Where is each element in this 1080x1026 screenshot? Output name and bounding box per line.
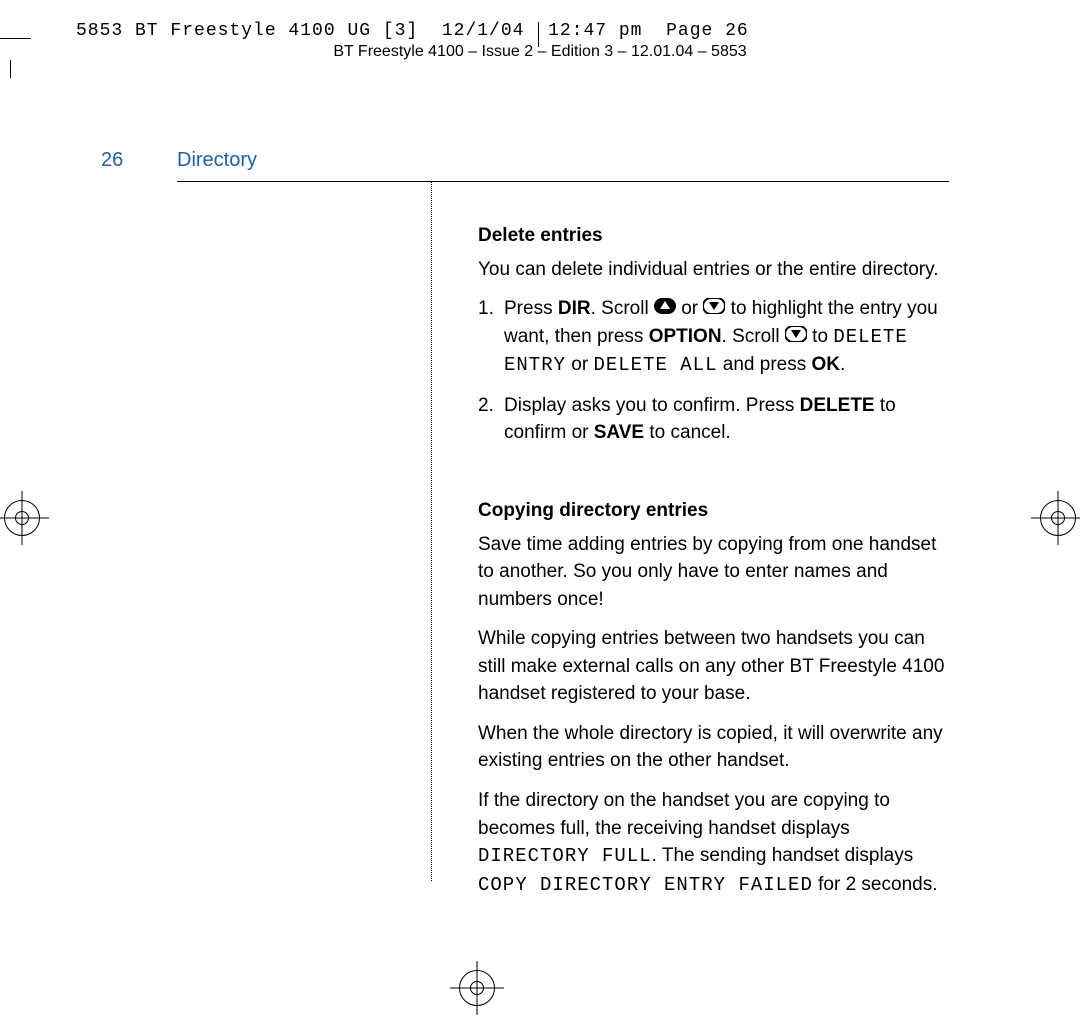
copy-heading: Copying directory entries <box>478 497 948 525</box>
copy-p4: If the directory on the handset you are … <box>478 787 948 899</box>
registration-mark-right <box>1040 500 1076 536</box>
text: or <box>566 354 593 375</box>
key-save: SAVE <box>594 422 644 443</box>
copy-p2: While copying entries between two handse… <box>478 625 948 708</box>
key-ok: OK <box>812 354 841 375</box>
text: Display asks you to confirm. Press <box>504 395 800 416</box>
registration-mark-left <box>4 500 40 536</box>
scroll-down-icon <box>785 323 807 351</box>
copy-p1: Save time adding entries by copying from… <box>478 531 948 614</box>
lcd-text: COPY DIRECTORY ENTRY FAILED <box>478 874 813 896</box>
crop-mark-top-v <box>10 60 11 78</box>
lcd-text: DELETE ALL <box>593 354 717 376</box>
key-option: OPTION <box>649 326 722 347</box>
delete-intro: You can delete individual entries or the… <box>478 256 948 284</box>
doc-header-line: BT Freestyle 4100 – Issue 2 – Edition 3 … <box>0 43 1080 61</box>
text: . Scroll <box>722 326 785 347</box>
key-delete: DELETE <box>800 395 875 416</box>
step-number: 1. <box>478 295 494 323</box>
section-title: Directory <box>177 149 257 172</box>
header-horizontal-rule <box>177 181 949 182</box>
registration-mark-bottom <box>459 970 495 1006</box>
text: or <box>676 298 703 319</box>
text: for 2 seconds. <box>813 874 938 895</box>
delete-step-2: 2. Display asks you to confirm. Press DE… <box>478 392 948 447</box>
crop-mark-top-h <box>0 38 31 39</box>
step-number: 2. <box>478 392 494 420</box>
column-divider <box>431 181 432 881</box>
text: to cancel. <box>644 422 731 443</box>
text: to <box>807 326 833 347</box>
scroll-down-icon <box>703 295 725 323</box>
scroll-up-icon <box>654 295 676 323</box>
lcd-text: DIRECTORY FULL <box>478 845 652 867</box>
text: If the directory on the handset you are … <box>478 790 890 839</box>
print-slug: 5853 BT Freestyle 4100 UG [3] 12/1/04 12… <box>76 21 749 41</box>
page-number: 26 <box>101 149 123 172</box>
copy-p3: When the whole directory is copied, it w… <box>478 720 948 775</box>
text: and press <box>718 354 812 375</box>
main-content: Delete entries You can delete individual… <box>478 222 948 911</box>
key-dir: DIR <box>558 298 591 319</box>
delete-step-1: 1. Press DIR. Scroll or to highlight the… <box>478 295 948 380</box>
text: . Scroll <box>591 298 654 319</box>
delete-heading: Delete entries <box>478 222 948 250</box>
text: . The sending handset displays <box>652 845 914 866</box>
text: Press <box>504 298 558 319</box>
text: . <box>840 354 845 375</box>
